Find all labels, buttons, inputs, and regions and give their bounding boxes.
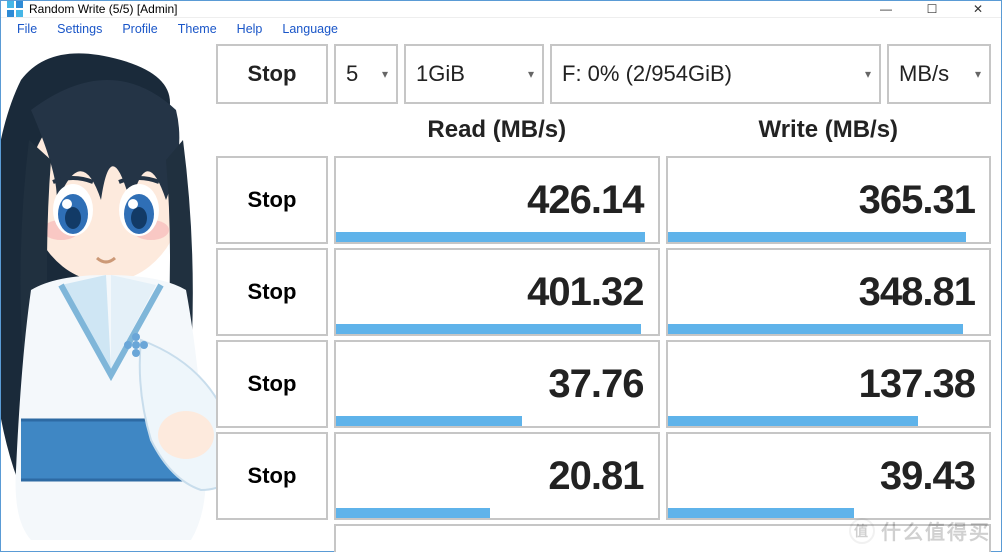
read-bar-2 [336,324,641,334]
write-value-1: 365.31 [859,178,975,223]
drive-select[interactable]: F: 0% (2/954GiB) ▾ [550,44,881,104]
write-header: Write (MB/s) [666,108,992,152]
read-bar-4 [336,508,490,518]
test-row-1: Stop 426.14 365.31 [216,156,991,244]
maximize-button[interactable]: ☐ [909,1,955,17]
minimize-button[interactable]: — [863,1,909,17]
menu-language[interactable]: Language [272,18,348,40]
write-cell-2: 348.81 [666,248,992,336]
window-title: Random Write (5/5) [Admin] [29,2,863,16]
close-button[interactable]: ✕ [955,1,1001,17]
test-row-3: Stop 37.76 137.38 [216,340,991,428]
read-cell-1: 426.14 [334,156,660,244]
read-header: Read (MB/s) [334,108,660,152]
read-cell-3: 37.76 [334,340,660,428]
write-cell-3: 137.38 [666,340,992,428]
chevron-down-icon: ▾ [382,67,388,81]
test-count-value: 5 [346,61,358,87]
read-value-1: 426.14 [527,178,643,223]
test-row-2: Stop 401.32 348.81 [216,248,991,336]
unit-select[interactable]: MB/s ▾ [887,44,991,104]
chevron-down-icon: ▾ [975,67,981,81]
menu-profile[interactable]: Profile [112,18,167,40]
test-button-4[interactable]: Stop [216,432,328,520]
write-cell-4: 39.43 [666,432,992,520]
drive-value: F: 0% (2/954GiB) [562,61,732,87]
read-value-2: 401.32 [527,270,643,315]
column-headers: Read (MB/s) Write (MB/s) [216,108,991,152]
controls-row: Stop 5 ▾ 1GiB ▾ F: 0% (2/954GiB) ▾ MB/s … [216,44,991,104]
read-cell-2: 401.32 [334,248,660,336]
watermark-text: 什么值得买 [881,516,991,545]
chevron-down-icon: ▾ [528,67,534,81]
write-value-2: 348.81 [859,270,975,315]
read-bar-1 [336,232,645,242]
benchmark-pane: Stop 5 ▾ 1GiB ▾ F: 0% (2/954GiB) ▾ MB/s … [216,40,1001,552]
write-bar-2 [668,324,964,334]
title-bar: Random Write (5/5) [Admin] — ☐ ✕ [1,1,1001,18]
character-image [1,40,216,552]
write-value-4: 39.43 [880,454,975,499]
menu-bar: File Settings Profile Theme Help Languag… [1,18,1001,40]
menu-settings[interactable]: Settings [47,18,112,40]
all-stop-button[interactable]: Stop [216,44,328,104]
watermark-badge: 值 [849,518,875,544]
read-value-4: 20.81 [548,454,643,499]
read-cell-4: 20.81 [334,432,660,520]
watermark: 值 什么值得买 [849,516,991,545]
test-size-value: 1GiB [416,61,465,87]
write-bar-4 [668,508,854,518]
read-value-3: 37.76 [548,362,643,407]
write-value-3: 137.38 [859,362,975,407]
chevron-down-icon: ▾ [865,67,871,81]
test-count-select[interactable]: 5 ▾ [334,44,398,104]
test-size-select[interactable]: 1GiB ▾ [404,44,544,104]
menu-help[interactable]: Help [227,18,273,40]
write-bar-3 [668,416,919,426]
test-button-3[interactable]: Stop [216,340,328,428]
unit-value: MB/s [899,61,949,87]
test-row-4: Stop 20.81 39.43 [216,432,991,520]
app-icon [7,1,23,17]
write-cell-1: 365.31 [666,156,992,244]
read-bar-3 [336,416,522,426]
test-button-2[interactable]: Stop [216,248,328,336]
menu-file[interactable]: File [7,18,47,40]
menu-theme[interactable]: Theme [168,18,227,40]
character-pane [1,40,216,552]
write-bar-1 [668,232,967,242]
test-button-1[interactable]: Stop [216,156,328,244]
